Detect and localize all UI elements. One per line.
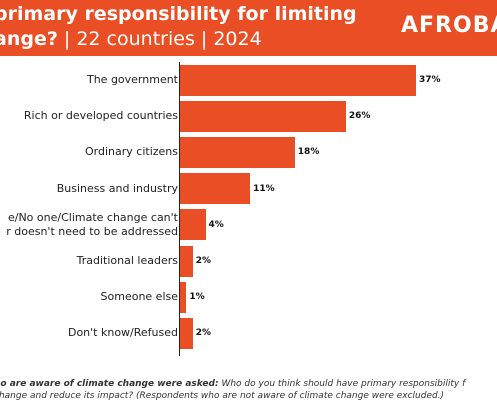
category-label: Someone else bbox=[0, 282, 178, 312]
category-label: Rich or developed countries bbox=[0, 101, 178, 131]
bar bbox=[180, 173, 251, 205]
category-label: Ordinary citizens bbox=[0, 137, 178, 167]
chart-title-rest: | 22 countries | 2024 bbox=[57, 28, 262, 50]
value-label: 26% bbox=[348, 111, 371, 122]
bar bbox=[180, 209, 206, 241]
category-label-line: e/No one/Climate change can't bbox=[7, 210, 178, 224]
category-label-line: Business and industry bbox=[56, 181, 178, 195]
bar bbox=[180, 281, 187, 313]
value-label: 1% bbox=[189, 292, 205, 303]
category-label-line: r doesn't need to be addressed bbox=[6, 224, 178, 238]
afrobarometer-logo: AFROBA bbox=[401, 13, 497, 38]
category-label-line: Traditional leaders bbox=[76, 254, 178, 267]
value-label: 2% bbox=[195, 328, 212, 339]
value-label: 18% bbox=[297, 147, 320, 158]
bar bbox=[180, 245, 193, 277]
category-label-line: Don't know/Refused bbox=[67, 326, 178, 340]
bar-chart: The government 37% Rich or developed count… bbox=[0, 56, 497, 356]
value-label: 2% bbox=[195, 256, 212, 266]
bar bbox=[180, 64, 416, 96]
y-axis-line bbox=[179, 62, 180, 356]
footnote-question: Who do you think should have primary res… bbox=[218, 379, 466, 389]
value-label: 37% bbox=[419, 75, 441, 85]
bar bbox=[180, 317, 193, 349]
chart-title-bold: ange? bbox=[0, 28, 58, 50]
category-label: The government bbox=[0, 65, 178, 95]
footnote-lead: ho are aware of climate change were aske… bbox=[0, 379, 219, 389]
footnote-line-1: ho are aware of climate change were aske… bbox=[0, 378, 497, 390]
bar bbox=[180, 100, 346, 132]
chart-header: primary responsibility for limiting ange… bbox=[0, 0, 497, 56]
footnote-line-2: change and reduce its impact? (Responden… bbox=[0, 391, 445, 401]
category-label-line: The government bbox=[86, 73, 178, 86]
value-label: 4% bbox=[208, 219, 224, 230]
category-label: Don't know/Refused bbox=[0, 318, 178, 348]
category-label: e/No one/Climate change can't r doesn't n… bbox=[0, 210, 178, 240]
value-label: 11% bbox=[253, 183, 275, 194]
category-label-line: Rich or developed countries bbox=[23, 109, 178, 123]
category-label: Traditional leaders bbox=[0, 246, 178, 276]
chart-title-line-2: ange? | 22 countries | 2024 bbox=[0, 28, 262, 50]
bar bbox=[180, 136, 295, 168]
footnote: ho are aware of climate change were aske… bbox=[0, 378, 497, 402]
category-label: Business and industry bbox=[0, 174, 178, 204]
chart-title-line-1: primary responsibility for limiting bbox=[0, 3, 357, 25]
category-label-line: Someone else bbox=[100, 290, 178, 304]
category-label-line: Ordinary citizens bbox=[85, 145, 178, 159]
